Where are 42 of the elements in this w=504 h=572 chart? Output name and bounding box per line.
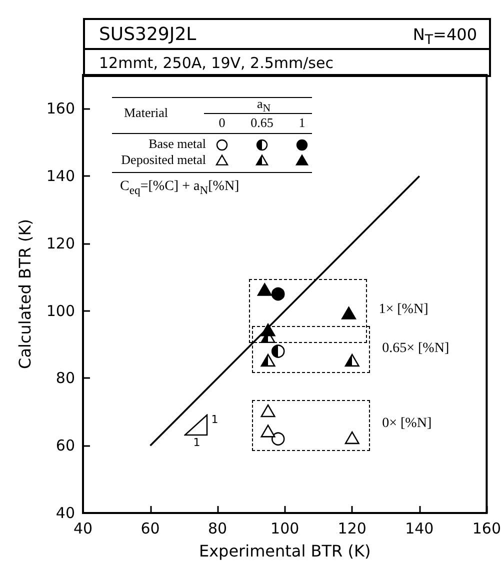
- point: [260, 354, 276, 367]
- x-tick-label: 40: [73, 520, 93, 538]
- x-tick-label: 80: [208, 520, 228, 538]
- annotation: 1: [298, 115, 306, 131]
- legend-title: Material: [124, 105, 168, 121]
- annotation: 0.65: [250, 115, 274, 131]
- point: [342, 306, 356, 320]
- x-tick-label: 120: [338, 520, 366, 538]
- y-tick-label: 80: [56, 369, 75, 388]
- annotation: 1: [211, 412, 218, 426]
- point: [271, 344, 285, 358]
- y-tick-label: 60: [56, 436, 75, 455]
- chart-subtitle: 12mmt, 250A, 19V, 2.5mm/sec: [99, 54, 334, 72]
- chart-title: SUS329J2L: [99, 24, 196, 45]
- y-tick-label: 100: [46, 302, 75, 320]
- point: [271, 287, 285, 301]
- point: [344, 431, 360, 444]
- point: [257, 283, 272, 296]
- point: [260, 424, 276, 438]
- x-tick-label: 140: [405, 520, 434, 538]
- annotation: C$_{eq}$=[%C] + a$_{N}$[%N]: [120, 179, 240, 197]
- x-axis-title: Experimental BTR (K): [198, 542, 371, 560]
- x-tick-label: 160: [472, 520, 502, 538]
- annotation: 1: [193, 436, 200, 449]
- annotation: a$_{N}$: [257, 96, 271, 115]
- annotation: 0.65× [%N]: [382, 340, 450, 357]
- legend-label: Base metal: [148, 136, 207, 152]
- x-tick-label: 60: [140, 520, 160, 538]
- annotation: 0: [218, 115, 226, 131]
- annotation: 1× [%N]: [378, 302, 428, 318]
- x-tick-label: 100: [270, 520, 300, 538]
- point: [271, 432, 285, 446]
- point: [344, 354, 360, 367]
- y-tick-label: 40: [56, 504, 75, 522]
- y-tick-label: 160: [46, 100, 75, 118]
- point: [260, 404, 276, 418]
- annotation: 0× [%N]: [382, 416, 432, 432]
- text: N$_{T}$=400: [412, 25, 477, 48]
- y-axis-title: Calculated BTR (K): [16, 219, 34, 369]
- legend-label: Deposited metal: [121, 152, 207, 168]
- y-tick-label: 140: [46, 167, 75, 186]
- y-tick-label: 120: [46, 234, 75, 252]
